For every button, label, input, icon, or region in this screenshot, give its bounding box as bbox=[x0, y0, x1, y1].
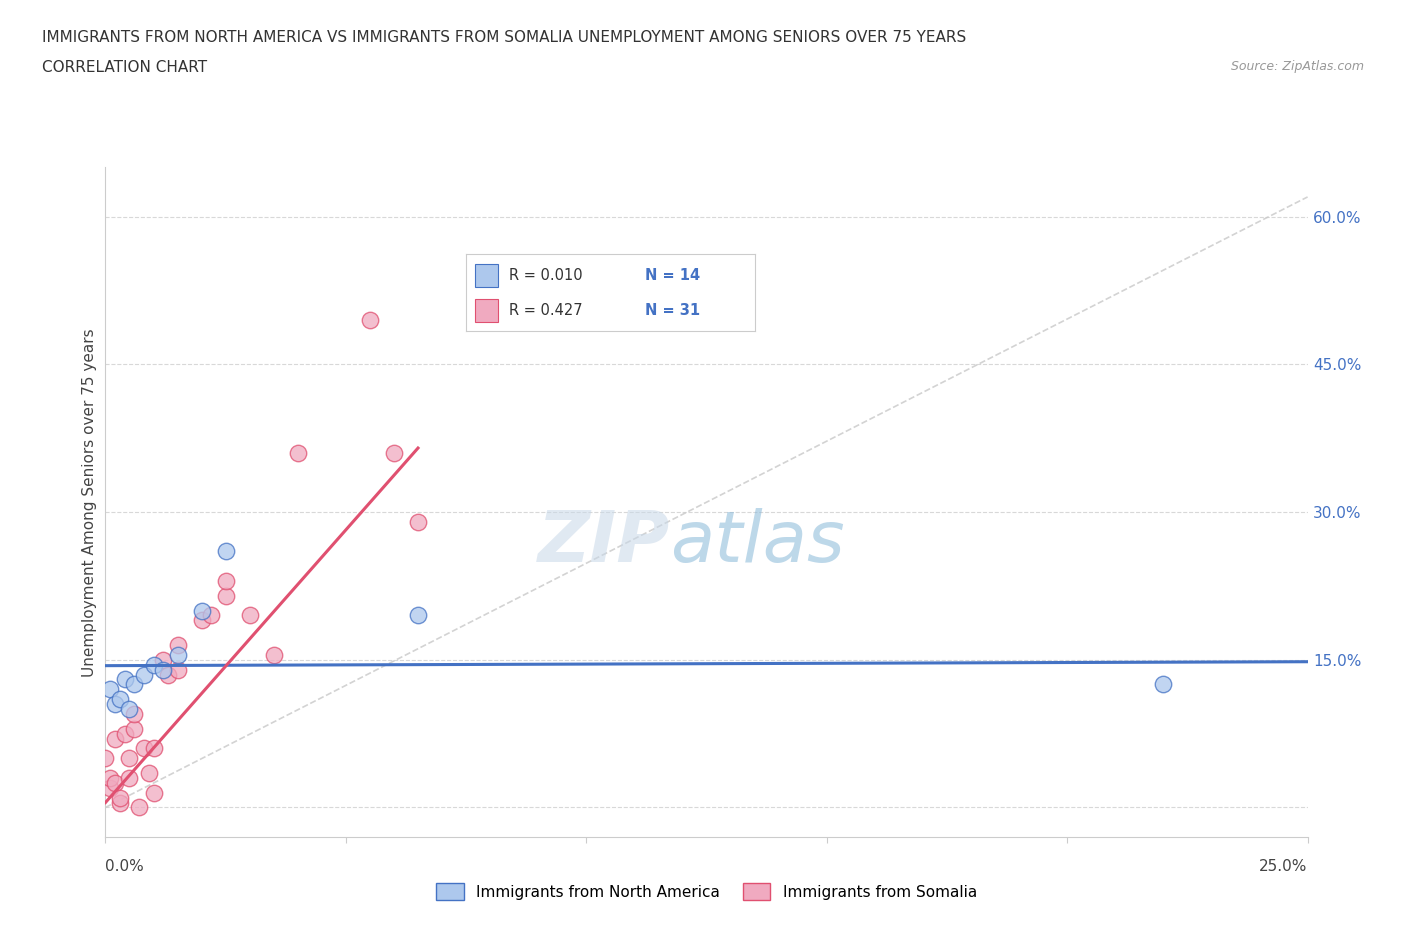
Point bbox=[124, 707, 146, 722]
Point bbox=[108, 790, 131, 805]
Point bbox=[98, 682, 121, 697]
Point bbox=[166, 647, 188, 662]
Text: N = 31: N = 31 bbox=[645, 303, 700, 318]
Point bbox=[104, 731, 127, 746]
Point bbox=[214, 589, 236, 604]
Point bbox=[200, 608, 222, 623]
Point bbox=[142, 741, 165, 756]
Point bbox=[118, 770, 141, 785]
Point bbox=[239, 608, 262, 623]
Point bbox=[108, 795, 131, 810]
Point bbox=[156, 667, 179, 682]
Text: ZIP: ZIP bbox=[538, 508, 671, 577]
Text: Source: ZipAtlas.com: Source: ZipAtlas.com bbox=[1230, 60, 1364, 73]
Point bbox=[152, 662, 174, 677]
Point bbox=[166, 638, 188, 653]
Point bbox=[128, 800, 150, 815]
Text: R = 0.427: R = 0.427 bbox=[509, 303, 583, 318]
Bar bbox=[475, 299, 498, 322]
Point bbox=[114, 672, 136, 687]
Text: 0.0%: 0.0% bbox=[105, 859, 145, 874]
Point bbox=[118, 751, 141, 765]
Point bbox=[124, 722, 146, 737]
Point bbox=[94, 751, 117, 765]
Point bbox=[108, 692, 131, 707]
Point bbox=[132, 667, 155, 682]
Point bbox=[104, 776, 127, 790]
Point bbox=[214, 574, 236, 589]
Point bbox=[263, 647, 285, 662]
Point bbox=[98, 770, 121, 785]
Text: atlas: atlas bbox=[671, 508, 845, 577]
Point bbox=[190, 613, 212, 628]
Point bbox=[190, 603, 212, 618]
Text: 25.0%: 25.0% bbox=[1260, 859, 1308, 874]
Point bbox=[138, 765, 160, 780]
Point bbox=[382, 445, 405, 460]
Point bbox=[152, 652, 174, 667]
Point bbox=[104, 697, 127, 711]
Point bbox=[166, 662, 188, 677]
Point bbox=[406, 514, 429, 529]
Text: N = 14: N = 14 bbox=[645, 268, 700, 283]
Y-axis label: Unemployment Among Seniors over 75 years: Unemployment Among Seniors over 75 years bbox=[82, 328, 97, 676]
Text: CORRELATION CHART: CORRELATION CHART bbox=[42, 60, 207, 75]
Point bbox=[118, 701, 141, 716]
Point bbox=[132, 741, 155, 756]
Point bbox=[406, 608, 429, 623]
Text: R = 0.010: R = 0.010 bbox=[509, 268, 583, 283]
Point bbox=[214, 544, 236, 559]
Legend: Immigrants from North America, Immigrants from Somalia: Immigrants from North America, Immigrant… bbox=[430, 876, 983, 907]
Point bbox=[359, 312, 381, 327]
Point bbox=[114, 726, 136, 741]
Point bbox=[142, 785, 165, 800]
Point bbox=[124, 677, 146, 692]
Point bbox=[98, 780, 121, 795]
Bar bbox=[475, 264, 498, 286]
Point bbox=[287, 445, 309, 460]
Text: IMMIGRANTS FROM NORTH AMERICA VS IMMIGRANTS FROM SOMALIA UNEMPLOYMENT AMONG SENI: IMMIGRANTS FROM NORTH AMERICA VS IMMIGRA… bbox=[42, 30, 966, 45]
Point bbox=[142, 658, 165, 672]
Point bbox=[1152, 677, 1174, 692]
